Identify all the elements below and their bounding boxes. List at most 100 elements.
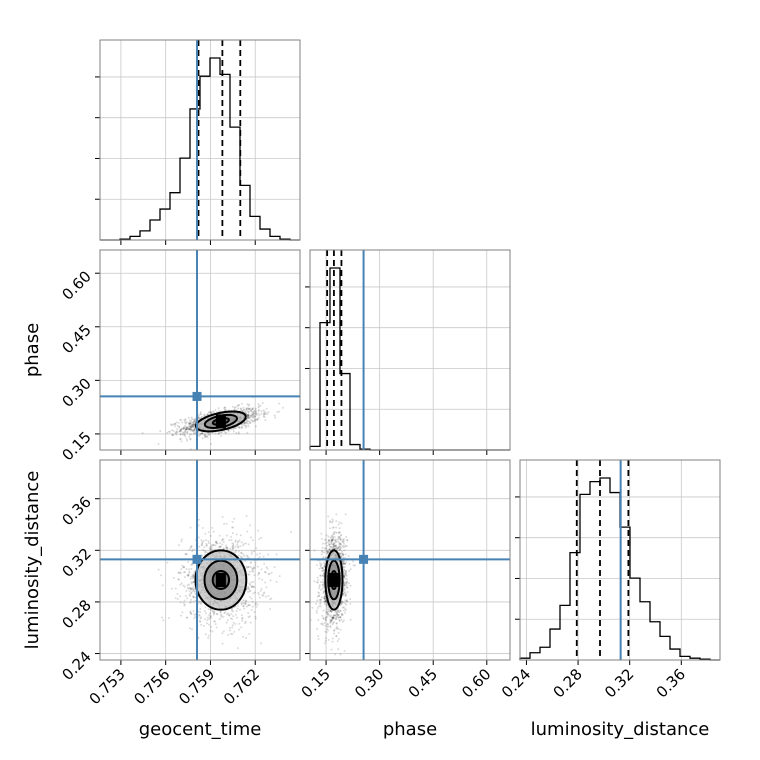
histogram-bar xyxy=(260,229,270,240)
sample-point xyxy=(187,422,190,425)
sample-point xyxy=(189,422,192,425)
sample-point xyxy=(200,616,203,619)
sample-point xyxy=(321,622,324,625)
sample-point xyxy=(333,629,336,632)
sample-point xyxy=(239,407,242,410)
sample-point xyxy=(188,428,191,431)
sample-point xyxy=(189,425,192,428)
sample-point xyxy=(162,619,165,622)
panel-frame xyxy=(99,249,301,451)
sample-point xyxy=(198,545,201,548)
sample-point xyxy=(329,548,332,551)
sample-point xyxy=(251,413,254,416)
sample-point xyxy=(219,613,222,616)
sample-point xyxy=(238,425,241,428)
sample-point xyxy=(328,543,331,546)
sample-point xyxy=(242,406,245,409)
sample-point xyxy=(331,637,334,640)
sample-point xyxy=(191,424,194,427)
sample-point xyxy=(322,561,325,564)
sample-point xyxy=(247,411,250,414)
sample-point xyxy=(234,605,237,608)
sample-point xyxy=(185,589,188,592)
sample-point xyxy=(187,416,190,419)
sample-point xyxy=(329,626,332,629)
sample-point xyxy=(262,415,265,418)
sample-point xyxy=(183,426,186,429)
sample-point xyxy=(194,592,197,595)
sample-point xyxy=(328,539,331,542)
sample-point xyxy=(347,582,350,585)
sample-point xyxy=(335,544,338,547)
sample-point xyxy=(322,585,325,588)
sample-point xyxy=(347,555,350,558)
sample-point xyxy=(255,418,258,421)
sample-point xyxy=(239,555,242,558)
contour-line xyxy=(203,559,239,601)
sample-point xyxy=(335,613,338,616)
sample-point xyxy=(235,610,238,613)
sample-point xyxy=(204,435,207,438)
sample-point xyxy=(317,635,320,638)
sample-point xyxy=(248,633,251,636)
sample-point xyxy=(245,515,248,518)
sample-point xyxy=(342,594,345,597)
sample-point xyxy=(180,440,183,443)
sample-point xyxy=(174,587,177,590)
sample-point xyxy=(189,587,192,590)
sample-point xyxy=(334,544,337,547)
sample-point xyxy=(322,591,325,594)
sample-point xyxy=(267,411,270,414)
x-axis-title-phase: phase xyxy=(383,719,437,740)
sample-point xyxy=(194,599,197,602)
sample-point xyxy=(178,430,181,433)
sample-point xyxy=(178,426,181,429)
sample-point xyxy=(157,443,160,446)
sample-point xyxy=(332,536,335,539)
sample-point xyxy=(193,420,196,423)
sample-point xyxy=(183,418,186,421)
sample-point xyxy=(325,534,328,537)
sample-point xyxy=(336,614,339,617)
sample-point xyxy=(341,540,344,543)
sample-point xyxy=(248,573,251,576)
sample-point xyxy=(322,597,325,600)
sample-point xyxy=(223,430,226,433)
sample-point xyxy=(172,423,175,426)
sample-point xyxy=(349,602,352,605)
histogram-bar xyxy=(610,493,620,660)
sample-point xyxy=(254,425,257,428)
sample-point xyxy=(318,585,321,588)
sample-point xyxy=(191,548,194,551)
sample-point xyxy=(327,515,330,518)
sample-point xyxy=(192,600,195,603)
sample-point xyxy=(205,544,208,547)
sample-point xyxy=(192,429,195,432)
sample-point xyxy=(276,411,279,414)
sample-point xyxy=(250,414,253,417)
sample-point xyxy=(257,591,260,594)
sample-point xyxy=(170,424,173,427)
sample-point xyxy=(324,617,327,620)
sample-point xyxy=(337,631,340,634)
sample-point xyxy=(330,610,333,613)
sample-point xyxy=(159,430,162,433)
sample-point xyxy=(317,595,320,598)
sample-point xyxy=(332,614,335,617)
sample-point xyxy=(221,632,224,635)
sample-point xyxy=(249,415,252,418)
sample-point xyxy=(222,538,225,541)
sample-point xyxy=(328,548,331,551)
sample-point xyxy=(244,542,247,545)
sample-point xyxy=(246,410,249,413)
sample-point xyxy=(351,560,354,563)
sample-point xyxy=(257,572,260,575)
sample-point xyxy=(235,616,238,619)
sample-point xyxy=(342,565,345,568)
sample-point xyxy=(255,410,258,413)
sample-point xyxy=(247,408,250,411)
sample-point xyxy=(326,613,329,616)
sample-point xyxy=(346,586,349,589)
sample-point xyxy=(228,614,231,617)
sample-point xyxy=(210,546,213,549)
